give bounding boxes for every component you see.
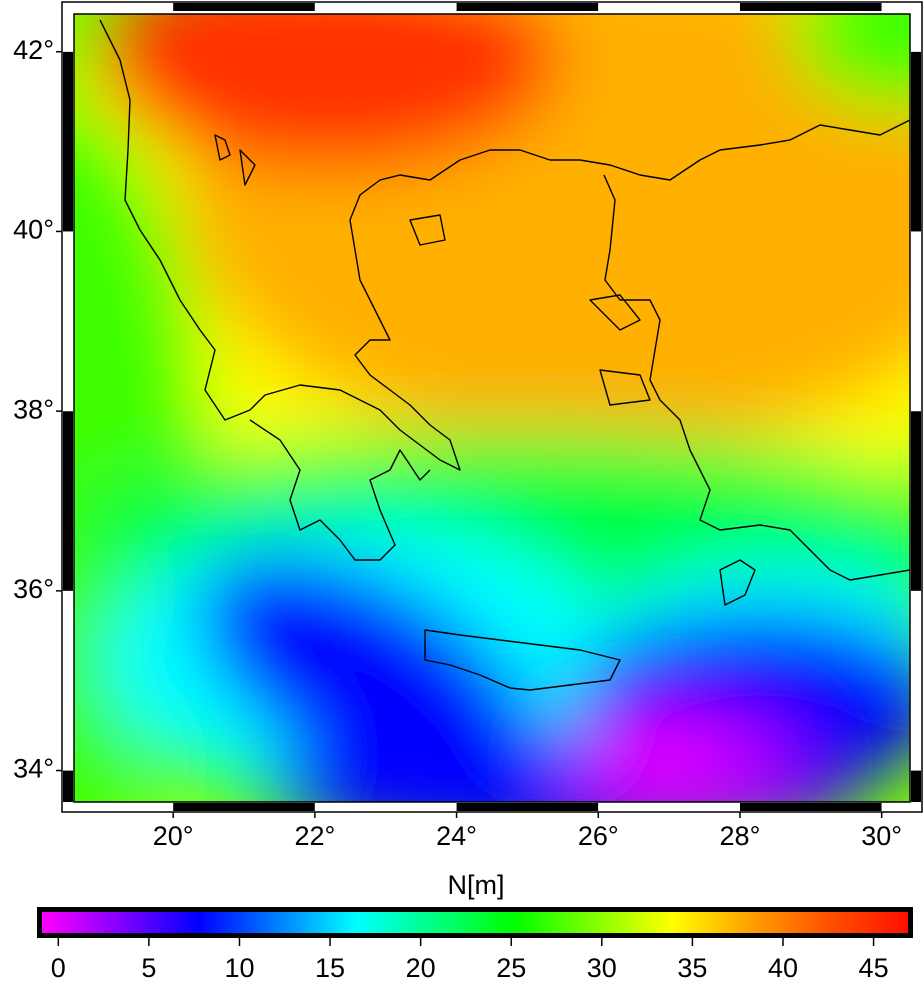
colorbar-tick-label: 40 (768, 953, 798, 983)
frame-segment (63, 14, 73, 52)
frame-segment (74, 803, 174, 811)
colorbar (42, 912, 908, 933)
y-tick-label: 34° (13, 754, 54, 784)
y-tick-label: 40° (13, 215, 54, 245)
colorbar-tick-label: 20 (406, 953, 436, 983)
colorbar-tick-label: 45 (859, 953, 889, 983)
frame-segment (314, 3, 457, 11)
colorbar-label: N[m] (448, 870, 505, 900)
frame-segment (598, 803, 740, 811)
y-tick-label: 36° (13, 574, 54, 604)
colorbar-tick-label: 30 (587, 953, 617, 983)
frame-segment (911, 590, 921, 771)
frame-segment (314, 803, 457, 811)
geoid-field (74, 14, 910, 802)
x-tick-label: 22° (294, 821, 335, 851)
frame-segment (881, 3, 910, 11)
map-frame (56, 1, 923, 818)
frame-segment (456, 3, 599, 11)
colorbar-tick-label: 25 (496, 953, 526, 983)
x-tick-label: 28° (720, 821, 761, 851)
colorbar-tick-label: 35 (677, 953, 707, 983)
x-tick-label: 30° (861, 821, 902, 851)
frame-segment (911, 770, 921, 802)
colorbar-tick-label: 15 (315, 953, 345, 983)
frame-segment (63, 770, 73, 802)
frame-segment (74, 3, 174, 11)
frame-segment (911, 14, 921, 52)
frame-segment (63, 411, 73, 591)
colorbar-tick-label: 0 (51, 953, 66, 983)
x-tick-label: 20° (153, 821, 194, 851)
frame-segment (739, 3, 882, 11)
frame-segment (63, 51, 73, 232)
colorbar-tick-label: 5 (141, 953, 156, 983)
frame-segment (63, 590, 73, 771)
frame-segment (739, 803, 882, 811)
x-tick-label: 24° (436, 821, 477, 851)
frame-segment (598, 3, 740, 11)
coastlines (99, 19, 910, 691)
frame-segment (911, 51, 921, 232)
frame-segment (881, 803, 910, 811)
colorbar-tick-label: 10 (224, 953, 254, 983)
frame-segment (911, 231, 921, 412)
frame-segment (456, 803, 599, 811)
y-tick-label: 38° (13, 394, 54, 424)
x-tick-label: 26° (578, 821, 619, 851)
frame-segment (173, 3, 315, 11)
y-tick-label: 42° (13, 35, 54, 65)
frame-segment (173, 803, 315, 811)
frame-segment (911, 411, 921, 591)
frame-segment (63, 231, 73, 412)
